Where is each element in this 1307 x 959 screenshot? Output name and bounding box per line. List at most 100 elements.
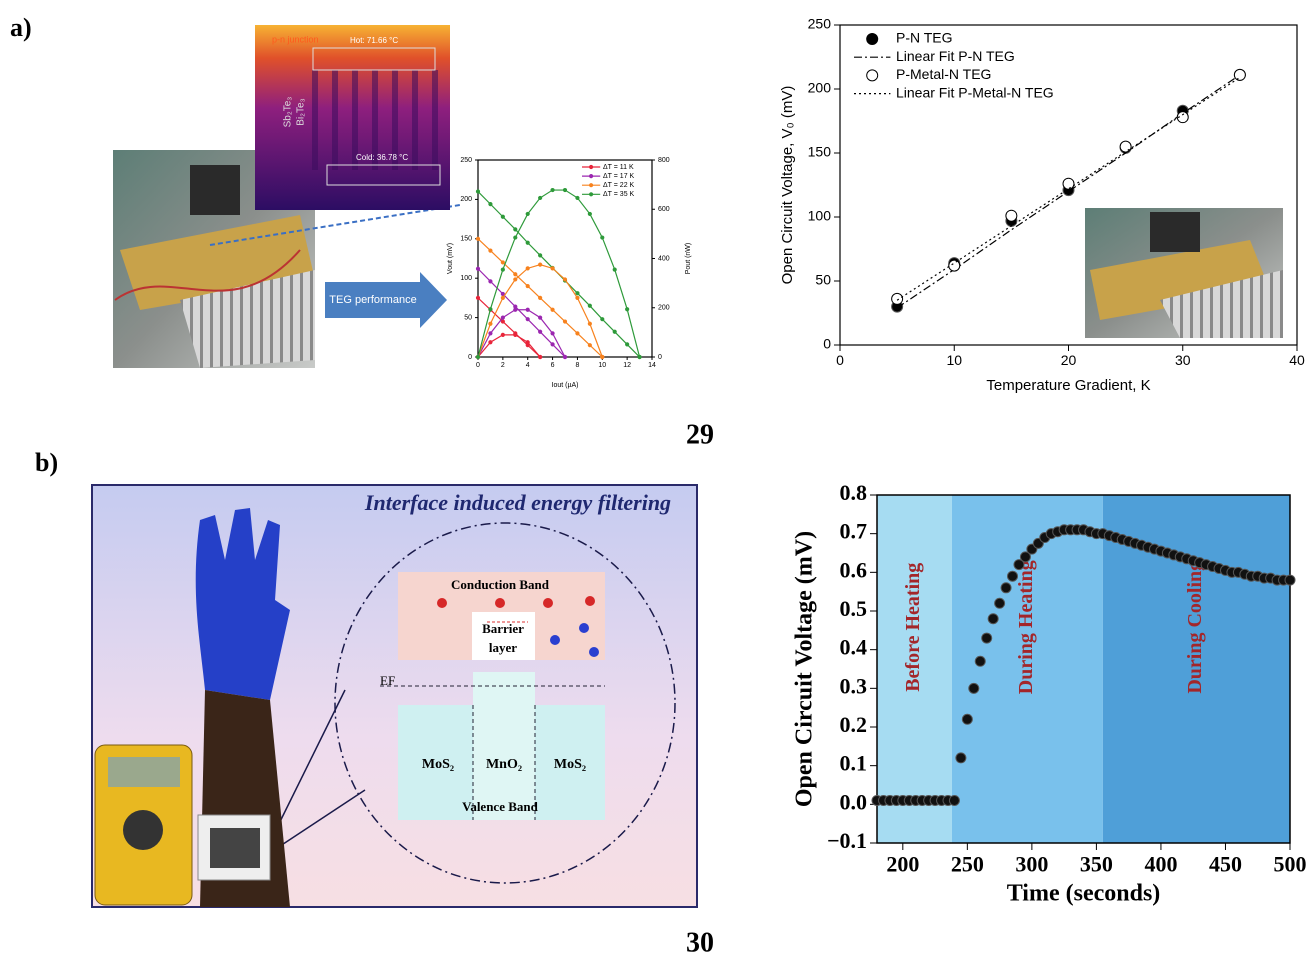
data-point xyxy=(500,260,505,265)
data-point xyxy=(612,267,617,272)
data-point xyxy=(538,315,543,320)
data-point xyxy=(500,319,505,324)
data-point xyxy=(475,295,481,300)
x-tick-label: 200 xyxy=(886,852,919,877)
fermi-label: EF xyxy=(380,673,395,688)
legend-swatch xyxy=(866,33,879,45)
data-point xyxy=(1233,68,1246,81)
diagram-title: Interface induced energy filtering xyxy=(364,490,671,515)
x-tick-label: 400 xyxy=(1144,852,1177,877)
data-point xyxy=(891,292,904,305)
x-tick-label: 300 xyxy=(1015,852,1048,877)
data-point xyxy=(500,214,505,219)
y-tick-label: 150 xyxy=(808,144,832,160)
data-point xyxy=(575,195,580,201)
data-point xyxy=(525,211,530,217)
data-point xyxy=(538,262,543,267)
arrow-label: TEG performance xyxy=(329,294,416,306)
x-axis-title: Iout (µA) xyxy=(552,382,579,389)
series-line xyxy=(896,76,1241,301)
x-tick-label: 14 xyxy=(648,362,656,369)
x-tick-label: 6 xyxy=(551,362,555,369)
data-point xyxy=(525,283,530,289)
data-point xyxy=(550,187,555,193)
data-point xyxy=(1007,570,1019,582)
data-point xyxy=(500,267,505,272)
inset-photo xyxy=(1085,208,1283,338)
material-label: Sb₂Te₃ xyxy=(283,97,294,128)
y-tick-label: 50 xyxy=(464,314,472,321)
diagram xyxy=(91,484,698,908)
y-axis-title: Open Circuit Voltage (mV) xyxy=(792,531,818,807)
legend-swatch xyxy=(866,69,879,82)
y-tick-label: 0.4 xyxy=(840,635,868,660)
series-line xyxy=(477,297,541,358)
panel-label: b) xyxy=(35,448,58,477)
x-tick-label: 40 xyxy=(1289,352,1305,368)
data-point xyxy=(475,236,481,241)
x-tick-label: 8 xyxy=(575,362,579,369)
legend-swatch xyxy=(589,183,594,188)
data-point xyxy=(488,202,493,207)
data-point xyxy=(538,329,543,334)
data-point xyxy=(475,354,481,360)
y2-tick-label: 200 xyxy=(658,305,670,312)
x-tick-label: 30 xyxy=(1175,352,1191,368)
y2-tick-label: 600 xyxy=(658,206,670,213)
data-point xyxy=(948,259,961,272)
legend-label: ΔT = 35 K xyxy=(603,191,635,198)
material-label: MoS₂ xyxy=(422,757,454,772)
thermal-label: Hot: 71.66 °C xyxy=(350,36,398,45)
data-point xyxy=(575,331,580,336)
x-tick-label: 0 xyxy=(836,352,844,368)
data-point xyxy=(575,291,580,296)
legend-label: P-N TEG xyxy=(896,30,953,46)
legend-label: ΔT = 17 K xyxy=(603,173,635,180)
data-point xyxy=(488,279,493,284)
data-point xyxy=(974,655,986,667)
y-tick-label: 150 xyxy=(460,236,472,243)
data-point xyxy=(968,682,980,694)
x-tick-label: 350 xyxy=(1080,852,1113,877)
y-axis-title: Vout (mV) xyxy=(447,243,454,274)
series-line xyxy=(477,309,566,358)
series-line xyxy=(477,334,541,358)
data-point xyxy=(488,321,493,326)
reference-number: 30 xyxy=(686,927,714,958)
y-tick-label: −0.1 xyxy=(827,828,867,853)
zoom-line xyxy=(209,204,461,246)
data-point xyxy=(550,342,555,347)
y-tick-label: 200 xyxy=(808,80,832,96)
data-point xyxy=(488,340,493,345)
data-point xyxy=(625,307,630,312)
y-tick-label: 0.1 xyxy=(840,751,868,776)
y-tick-label: 250 xyxy=(808,16,832,32)
y2-tick-label: 0 xyxy=(658,354,662,361)
data-point xyxy=(562,277,568,282)
material-label: MnO₂ xyxy=(486,757,522,772)
y-tick-label: 0 xyxy=(823,336,831,352)
y-tick-label: 0.3 xyxy=(840,673,868,698)
legend-label: ΔT = 22 K xyxy=(603,182,635,189)
x-tick-label: 20 xyxy=(1061,352,1077,368)
data-point xyxy=(525,317,530,322)
y2-tick-label: 400 xyxy=(658,255,670,262)
data-point xyxy=(587,343,592,348)
y-tick-label: 0.5 xyxy=(840,596,868,621)
x-axis-title: Time (seconds) xyxy=(1007,881,1161,907)
x-tick-label: 12 xyxy=(623,362,631,369)
data-point xyxy=(981,632,993,644)
data-point xyxy=(525,266,530,271)
y-tick-label: 0.6 xyxy=(840,557,868,582)
thermal-label: Cold: 36.78 °C xyxy=(356,153,408,162)
data-point xyxy=(1019,551,1031,563)
data-point xyxy=(1005,209,1018,222)
data-point xyxy=(500,332,505,337)
x-tick-label: 250 xyxy=(951,852,984,877)
data-point xyxy=(587,211,592,217)
data-point xyxy=(488,248,493,253)
series-line xyxy=(477,189,641,358)
data-point xyxy=(948,794,960,806)
y-tick-label: 0.7 xyxy=(840,519,868,544)
